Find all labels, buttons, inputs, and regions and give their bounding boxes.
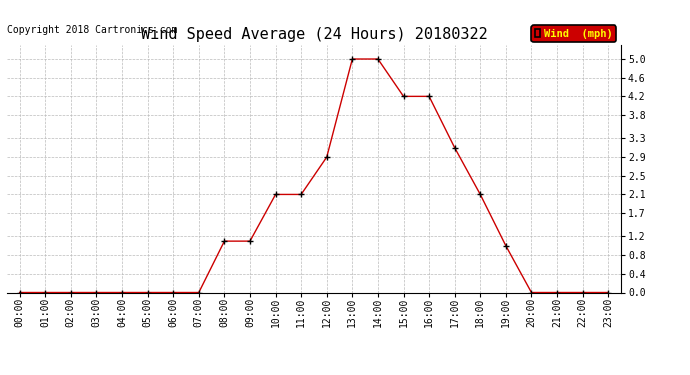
Legend: Wind  (mph): Wind (mph) bbox=[531, 26, 615, 42]
Text: Copyright 2018 Cartronics.com: Copyright 2018 Cartronics.com bbox=[7, 25, 177, 35]
Title: Wind Speed Average (24 Hours) 20180322: Wind Speed Average (24 Hours) 20180322 bbox=[141, 27, 487, 42]
